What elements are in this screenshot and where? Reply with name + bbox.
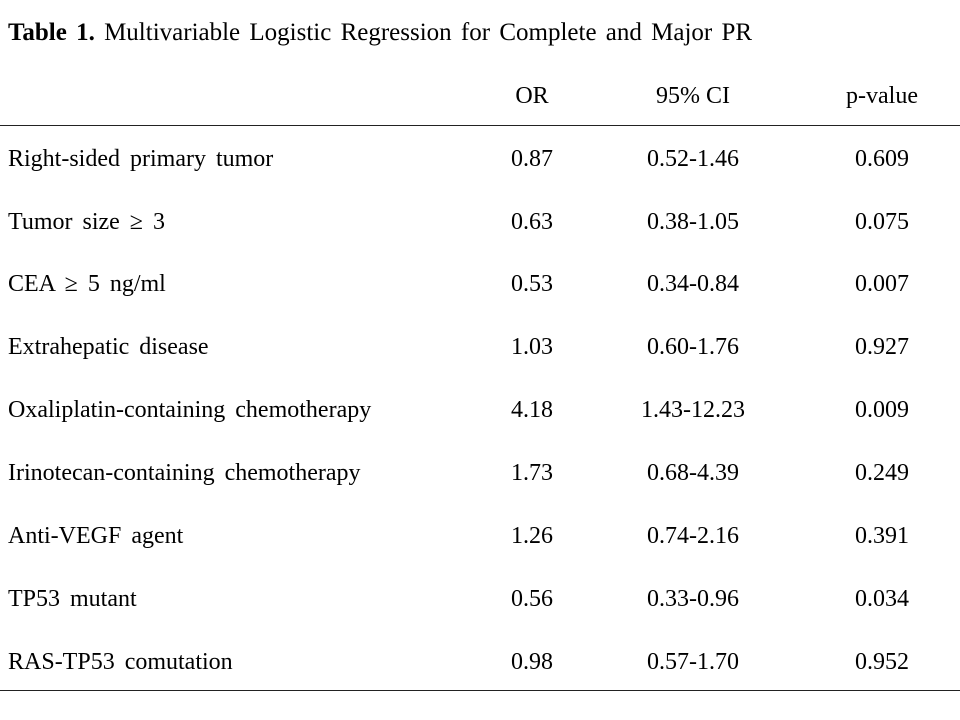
- cell-ci: 0.74-2.16: [647, 523, 739, 549]
- table-row: Anti-VEGF agent 1.26 0.74-2.16 0.391: [0, 520, 960, 552]
- cell-ci: 1.43-12.23: [641, 397, 745, 423]
- header-or: OR: [515, 83, 549, 109]
- table-row: Right-sided primary tumor 0.87 0.52-1.46…: [0, 143, 960, 175]
- cell-variable: Oxaliplatin-containing chemotherapy: [8, 397, 372, 423]
- cell-ci: 0.52-1.46: [647, 146, 739, 172]
- cell-variable: CEA ≥ 5 ng/ml: [8, 271, 166, 297]
- cell-p-value: 0.391: [855, 523, 909, 549]
- cell-variable: Right-sided primary tumor: [8, 146, 274, 172]
- table-row: Oxaliplatin-containing chemotherapy 4.18…: [0, 394, 960, 426]
- cell-or: 0.53: [511, 271, 553, 297]
- table-bottom-rule: [0, 690, 960, 691]
- cell-or: 0.63: [511, 209, 553, 235]
- table-caption-label: Table 1.: [8, 19, 95, 46]
- cell-ci: 0.60-1.76: [647, 334, 739, 360]
- cell-variable: Anti-VEGF agent: [8, 523, 184, 549]
- cell-or: 1.73: [511, 460, 553, 486]
- cell-or: 4.18: [511, 397, 553, 423]
- cell-p-value: 0.034: [855, 586, 909, 612]
- cell-p-value: 0.609: [855, 146, 909, 172]
- cell-ci: 0.34-0.84: [647, 271, 739, 297]
- cell-p-value: 0.927: [855, 334, 909, 360]
- cell-ci: 0.38-1.05: [647, 209, 739, 235]
- cell-or: 0.98: [511, 649, 553, 675]
- cell-p-value: 0.009: [855, 397, 909, 423]
- cell-variable: RAS-TP53 comutation: [8, 649, 233, 675]
- table-header-row: OR 95% CI p-value: [0, 80, 960, 112]
- cell-variable: Irinotecan-containing chemotherapy: [8, 460, 361, 486]
- table-row: CEA ≥ 5 ng/ml 0.53 0.34-0.84 0.007: [0, 268, 960, 300]
- table-row: RAS-TP53 comutation 0.98 0.57-1.70 0.952: [0, 646, 960, 678]
- cell-ci: 0.57-1.70: [647, 649, 739, 675]
- cell-or: 1.26: [511, 523, 553, 549]
- table-caption-text: Multivariable Logistic Regression for Co…: [104, 19, 753, 46]
- table-caption: Table 1. Multivariable Logistic Regressi…: [8, 17, 752, 49]
- header-ci: 95% CI: [656, 83, 730, 109]
- cell-p-value: 0.075: [855, 209, 909, 235]
- cell-p-value: 0.952: [855, 649, 909, 675]
- table-row: Tumor size ≥ 3 0.63 0.38-1.05 0.075: [0, 206, 960, 238]
- cell-p-value: 0.007: [855, 271, 909, 297]
- cell-or: 0.87: [511, 146, 553, 172]
- table-top-rule: [0, 125, 960, 126]
- table-row: Irinotecan-containing chemotherapy 1.73 …: [0, 457, 960, 489]
- header-p-value: p-value: [846, 83, 918, 109]
- table-row: Extrahepatic disease 1.03 0.60-1.76 0.92…: [0, 331, 960, 363]
- table-row: TP53 mutant 0.56 0.33-0.96 0.034: [0, 583, 960, 615]
- cell-variable: Extrahepatic disease: [8, 334, 209, 360]
- cell-ci: 0.68-4.39: [647, 460, 739, 486]
- cell-or: 0.56: [511, 586, 553, 612]
- cell-p-value: 0.249: [855, 460, 909, 486]
- cell-ci: 0.33-0.96: [647, 586, 739, 612]
- cell-or: 1.03: [511, 334, 553, 360]
- cell-variable: Tumor size ≥ 3: [8, 209, 165, 235]
- cell-variable: TP53 mutant: [8, 586, 137, 612]
